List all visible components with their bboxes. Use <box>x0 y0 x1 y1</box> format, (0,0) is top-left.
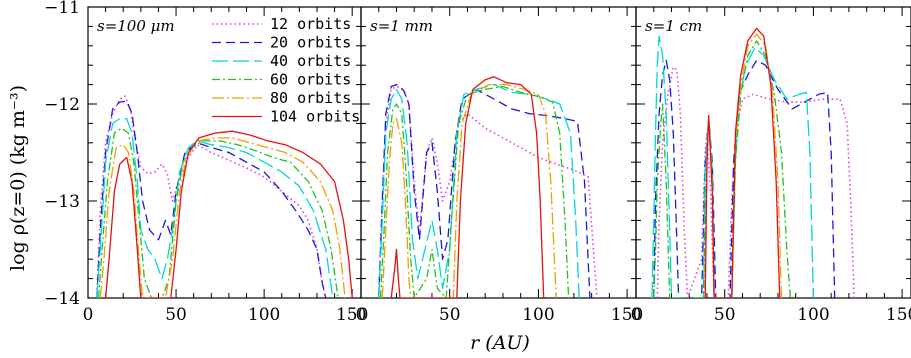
x-tick-label: 50 <box>165 305 187 325</box>
series-line-12-orbits <box>96 95 327 298</box>
x-tick-label: 100 <box>797 305 829 325</box>
series-line-80-orbits <box>381 83 557 298</box>
x-tick-label: 0 <box>631 305 642 325</box>
x-tick-label: 50 <box>714 305 736 325</box>
legend-label: 60 orbits <box>270 71 351 89</box>
y-axis-title: log ρ(z=0) (kg m⁻³) <box>7 85 29 271</box>
series-line-20-orbits <box>96 100 327 298</box>
x-tick-label: 150 <box>886 305 911 325</box>
series-line-40-orbits <box>96 117 334 298</box>
text-layer: 0 50 100 150 −14 −13 −12 −11 s=100 μm 0 50 100 150 s=… <box>44 0 911 325</box>
panel-frame <box>635 6 911 299</box>
legend-label: 40 orbits <box>270 52 351 70</box>
x-tick-label: 0 <box>83 305 94 325</box>
series-line-40-orbits <box>378 83 580 298</box>
series-line-80-orbits <box>99 137 346 298</box>
x-tick-label: 100 <box>248 305 280 325</box>
series-line-104-orbits <box>104 130 353 298</box>
series-line-12-orbits <box>377 85 598 298</box>
series-line-20-orbits <box>378 83 591 298</box>
y-tick-label: −13 <box>44 192 80 212</box>
panel-label: s=1 mm <box>370 17 433 35</box>
x-axis-title: r (AU) <box>470 332 530 354</box>
series-line-80-orbits <box>704 33 783 298</box>
y-tick-label: −14 <box>44 289 80 309</box>
series-line-60-orbits <box>97 127 339 298</box>
y-tick-label: −11 <box>44 0 80 18</box>
legend-label: 80 orbits <box>270 89 351 107</box>
panel-label: s=1 cm <box>645 17 702 35</box>
panel-label: s=100 μm <box>97 17 175 35</box>
x-tick-label: 150 <box>336 305 368 325</box>
series-line-60-orbits <box>379 85 570 298</box>
y-tick-label: −12 <box>44 95 80 115</box>
x-tick-label: 0 <box>356 305 367 325</box>
series-line-40-orbits <box>651 35 815 298</box>
legend-label: 20 orbits <box>270 34 351 52</box>
series-line-20-orbits <box>653 59 836 298</box>
series-line-104-orbits <box>704 27 781 298</box>
series-line-12-orbits <box>656 66 855 298</box>
legend-label: 104 orbits <box>270 108 360 126</box>
x-tick-label: 100 <box>522 305 554 325</box>
axes-layer <box>87 6 911 299</box>
x-tick-label: 50 <box>439 305 461 325</box>
legend-label: 12 orbits <box>270 15 351 33</box>
series-line-104-orbits <box>390 76 545 298</box>
data-layer <box>96 27 855 298</box>
x-tick-label: 150 <box>611 305 643 325</box>
